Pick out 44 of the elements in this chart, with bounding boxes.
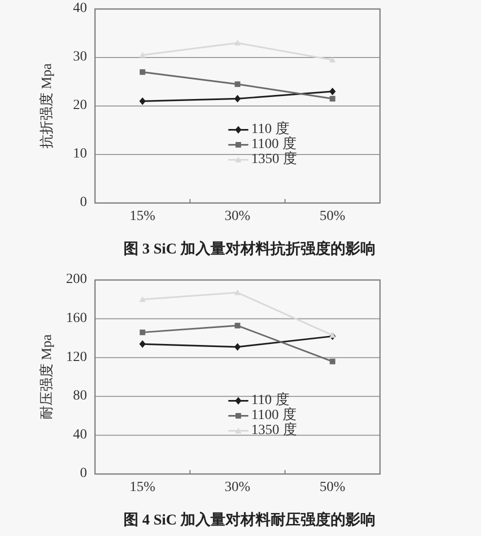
point [329,88,336,96]
y-tick-label: 30 [73,50,87,65]
y-tick-label: 160 [66,311,87,326]
y-axis-title: 抗折强度 Mpa [39,62,56,149]
point [329,56,336,62]
x-tick-label: 50% [320,209,346,224]
legend-label: 1350 度 [251,151,297,168]
y-tick-label: 40 [73,1,87,16]
y-tick-label: 0 [80,195,87,210]
text: 图 4 SiC 加入量对材料耐压强度的影响 [123,510,376,528]
point [234,81,240,87]
legend-label: 1100 度 [251,407,296,424]
legend-label: 1100 度 [251,136,296,152]
y-tick-label: 120 [66,350,87,365]
point [139,97,146,105]
point [140,330,146,336]
legend-label: 110 度 [251,392,290,408]
point [234,40,241,46]
point [139,52,146,58]
x-tick-label: 30% [224,480,251,496]
x-tick-label: 50% [320,480,346,496]
point [330,96,336,102]
legend-label: 1350 度 [251,422,297,438]
y-tick-label: 20 [73,98,87,114]
point [330,358,336,364]
point [234,289,241,296]
x-tick-label: 15% [130,209,156,224]
point [139,340,146,348]
point [329,332,336,338]
legend-label: 110 度 [251,121,290,138]
y-axis-title: 耐压强度 Mpa [39,334,56,420]
y-tick-label: 200 [66,272,87,288]
text: 图 3 SiC 加入量对材料抗折强度的影响 [123,239,376,258]
y-tick-label: 40 [73,427,87,442]
point [139,296,146,302]
y-tick-label: 80 [73,388,87,404]
x-tick-label: 15% [130,480,156,496]
y-tick-label: 10 [73,146,87,162]
x-tick-label: 30% [224,209,251,224]
point [140,69,146,75]
y-tick-label: 0 [80,466,87,482]
point [234,343,241,351]
point [234,322,240,328]
point [234,94,241,103]
